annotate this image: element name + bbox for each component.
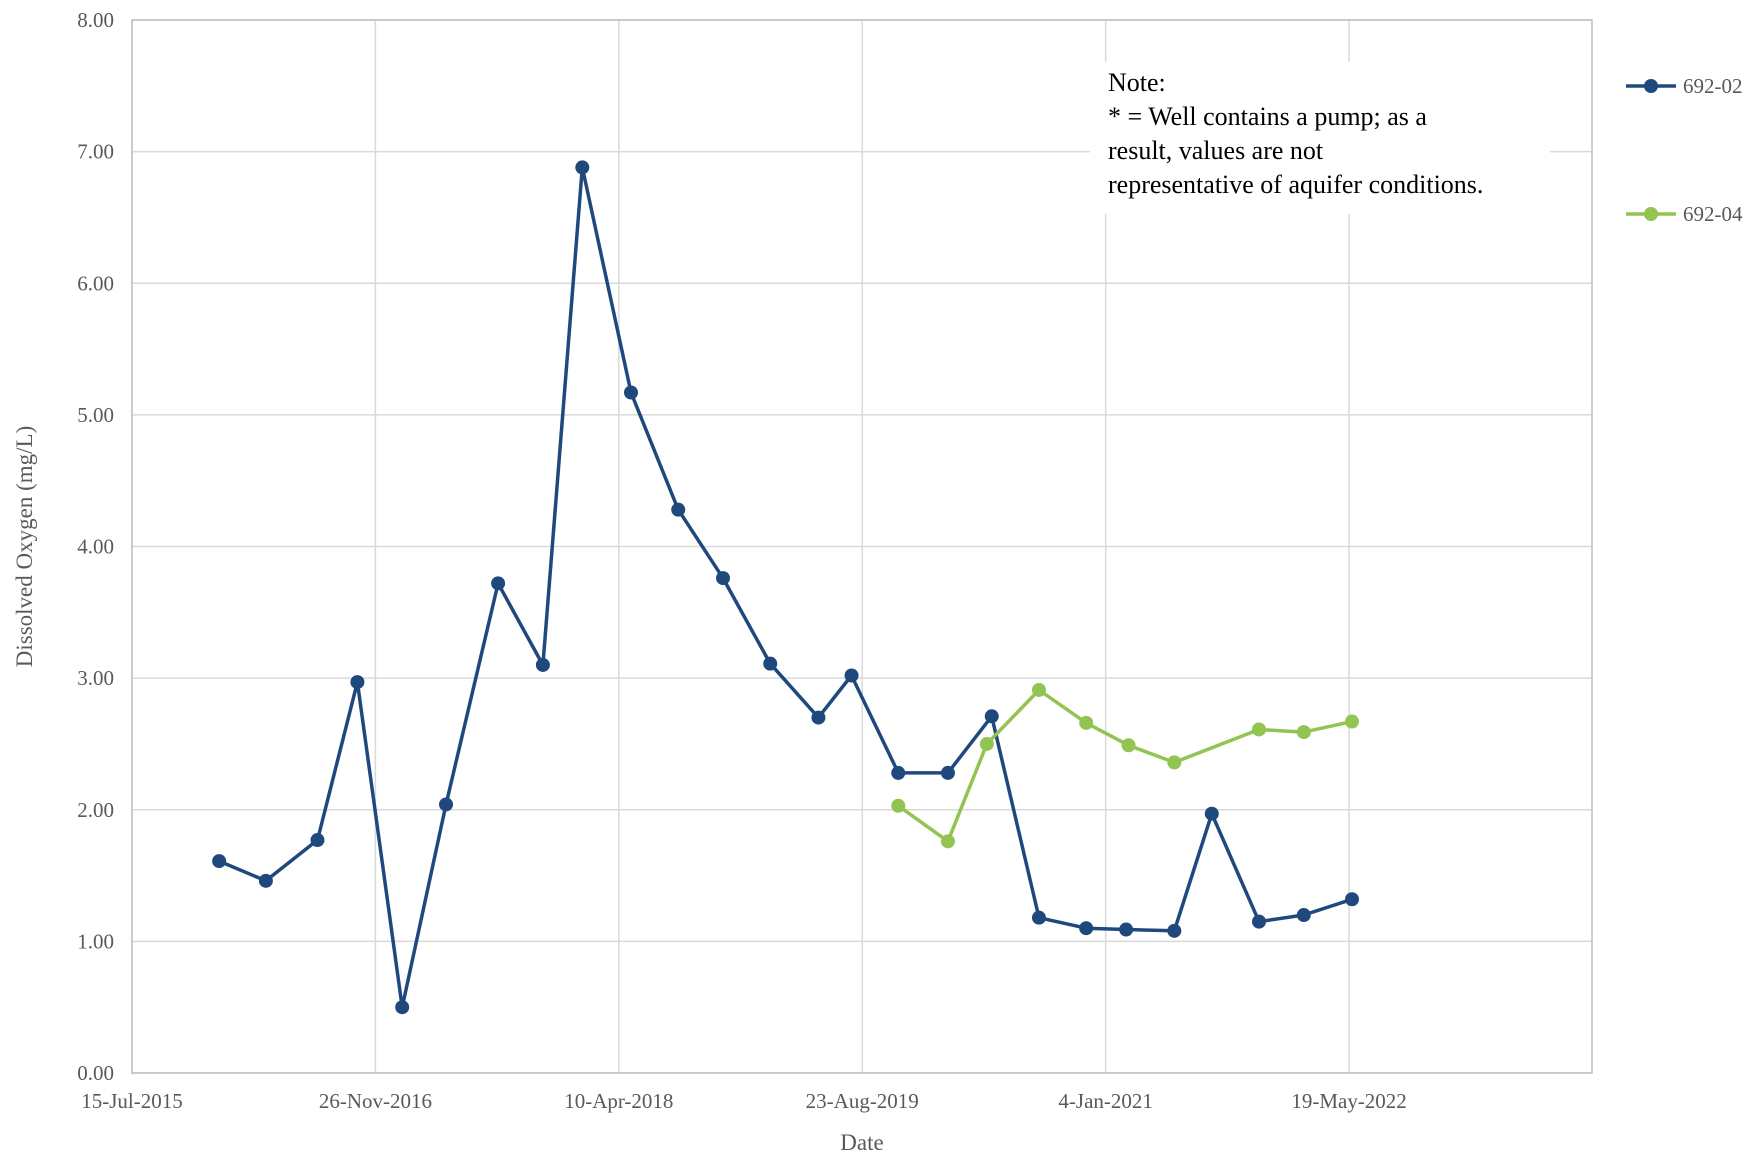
series-layer <box>212 160 1359 1015</box>
y-tick-label: 3.00 <box>77 666 114 690</box>
data-point-692-02 <box>940 765 955 780</box>
data-point-692-04 <box>979 736 994 751</box>
legend-label-692-02: 692-02 <box>1683 74 1743 98</box>
grid-lines <box>131 19 1592 1074</box>
data-point-692-04 <box>1031 682 1046 697</box>
x-axis-title: Date <box>840 1130 883 1155</box>
y-tick-label: 0.00 <box>77 1061 114 1085</box>
x-tick-label: 10-Apr-2018 <box>564 1089 673 1113</box>
data-point-692-02 <box>984 709 999 724</box>
y-tick-label: 8.00 <box>77 8 114 32</box>
y-tick-label: 1.00 <box>77 929 114 953</box>
data-point-692-02 <box>575 160 590 175</box>
data-point-692-02 <box>1119 922 1134 937</box>
data-point-692-02 <box>671 502 686 517</box>
y-tick-label: 2.00 <box>77 798 114 822</box>
data-point-692-02 <box>1204 806 1219 821</box>
data-point-692-02 <box>1031 910 1046 925</box>
data-point-692-02 <box>1252 914 1267 929</box>
data-point-692-02 <box>1344 892 1359 907</box>
note-line-1: Note: <box>1108 68 1166 97</box>
plot-area-frame <box>131 19 1593 1074</box>
data-point-692-04 <box>1252 722 1267 737</box>
data-point-692-02 <box>763 656 778 671</box>
y-tick-label: 5.00 <box>77 403 114 427</box>
x-axis-tick-labels: 15-Jul-2015 26-Nov-2016 10-Apr-2018 23-Aug-… <box>81 1089 1407 1113</box>
note-annotation: Note: * = Well contains a pump; as a res… <box>1090 62 1550 214</box>
data-point-692-04 <box>1296 725 1311 740</box>
x-tick-label: 26-Nov-2016 <box>319 1089 432 1113</box>
data-point-692-02 <box>891 765 906 780</box>
data-point-692-02 <box>844 668 859 683</box>
data-point-692-02 <box>439 797 454 812</box>
data-point-692-04 <box>1121 738 1136 753</box>
y-tick-label: 4.00 <box>77 535 114 559</box>
legend-marker-692-02 <box>1644 79 1658 93</box>
x-tick-label: 15-Jul-2015 <box>81 1089 183 1113</box>
x-tick-label: 4-Jan-2021 <box>1058 1089 1152 1113</box>
data-point-692-02 <box>212 854 227 869</box>
y-tick-label: 6.00 <box>77 271 114 295</box>
data-point-692-02 <box>623 385 638 400</box>
data-point-692-04 <box>1167 755 1182 770</box>
data-point-692-02 <box>310 833 325 848</box>
data-point-692-02 <box>716 571 731 586</box>
data-point-692-02 <box>811 710 826 725</box>
y-tick-label: 7.00 <box>77 140 114 164</box>
data-point-692-02 <box>491 576 506 591</box>
data-point-692-02 <box>258 873 273 888</box>
legend-marker-692-04 <box>1644 207 1658 221</box>
data-point-692-04 <box>1079 715 1094 730</box>
data-point-692-02 <box>1079 921 1094 936</box>
note-line-3: result, values are not <box>1108 136 1324 165</box>
data-point-692-04 <box>1344 714 1359 729</box>
y-axis-title: Dissolved Oxygen (mg/L) <box>12 426 37 667</box>
legend-label-692-04: 692-04 <box>1683 202 1743 226</box>
y-axis-tick-labels: 0.00 1.00 2.00 3.00 4.00 5.00 6.00 7.00 8.00 <box>77 8 114 1085</box>
data-point-692-04 <box>940 834 955 849</box>
data-point-692-02 <box>395 1000 410 1015</box>
data-point-692-02 <box>535 657 550 672</box>
note-line-2: * = Well contains a pump; as a <box>1108 102 1427 131</box>
x-tick-label: 23-Aug-2019 <box>806 1089 919 1113</box>
series-line-692-02 <box>218 165 1353 1009</box>
x-tick-label: 19-May-2022 <box>1291 1089 1406 1113</box>
data-point-692-02 <box>1167 923 1182 938</box>
data-point-692-02 <box>1296 908 1311 923</box>
series-line-692-04 <box>897 688 1353 844</box>
note-line-4: representative of aquifer conditions. <box>1108 170 1484 199</box>
legend: 692-02 692-04 <box>1626 74 1743 226</box>
data-point-692-02 <box>350 675 365 690</box>
data-point-692-04 <box>891 798 906 813</box>
